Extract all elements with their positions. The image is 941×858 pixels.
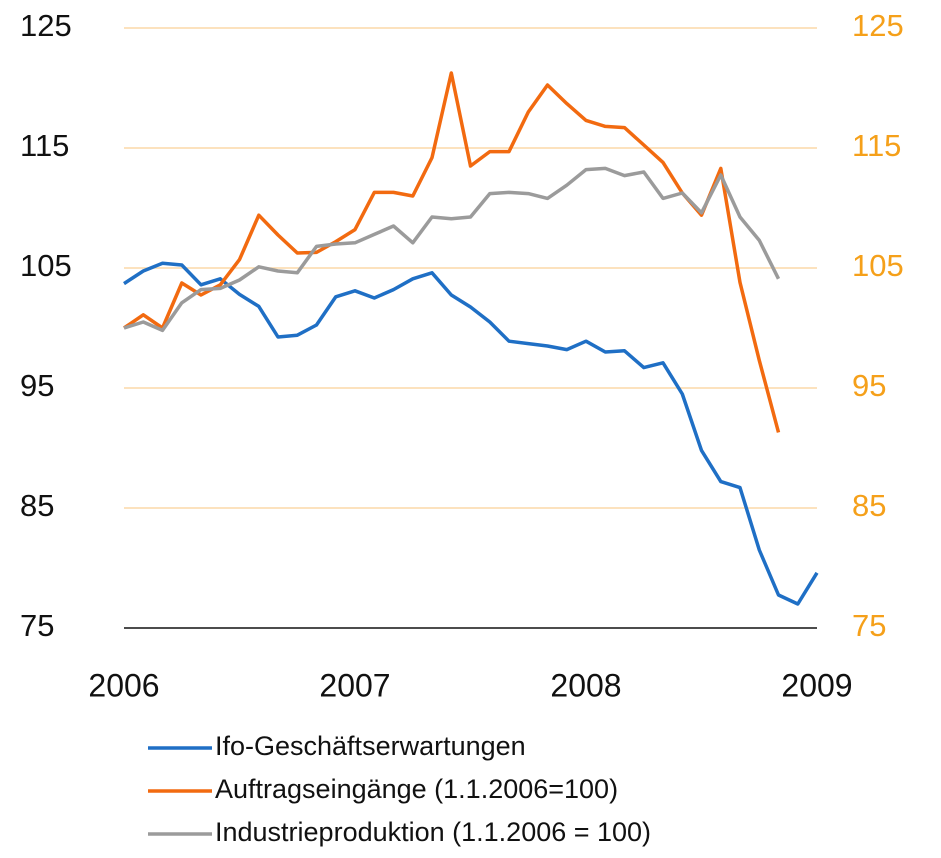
y2-tick-label: 125: [852, 8, 904, 43]
x-tick-label: 2007: [319, 667, 390, 703]
x-tick-label: 2009: [781, 667, 852, 703]
x-tick-label: 2008: [550, 667, 621, 703]
y-tick-label: 115: [20, 128, 69, 163]
legend-label: Auftragseingänge (1.1.2006=100): [215, 774, 618, 804]
series-line: [123, 71, 781, 433]
y-tick-label: 125: [20, 8, 72, 43]
legend-label: Ifo-Geschäftserwartungen: [215, 731, 526, 761]
legend-label: Industrieproduktion (1.1.2006 = 100): [215, 817, 651, 847]
y-tick-label: 75: [20, 608, 54, 643]
y-tick-label: 85: [20, 488, 54, 523]
x-tick-label: 2006: [88, 667, 159, 703]
y2-tick-label: 95: [852, 368, 886, 403]
y-tick-label: 95: [20, 368, 54, 403]
y2-tick-label: 75: [852, 608, 886, 643]
y2-tick-label: 85: [852, 488, 886, 523]
y-tick-label: 105: [20, 248, 72, 283]
series-line: [123, 261, 819, 606]
y2-tick-label: 105: [852, 248, 904, 283]
series-line: [123, 166, 781, 333]
y2-tick-label: 115: [852, 128, 901, 163]
